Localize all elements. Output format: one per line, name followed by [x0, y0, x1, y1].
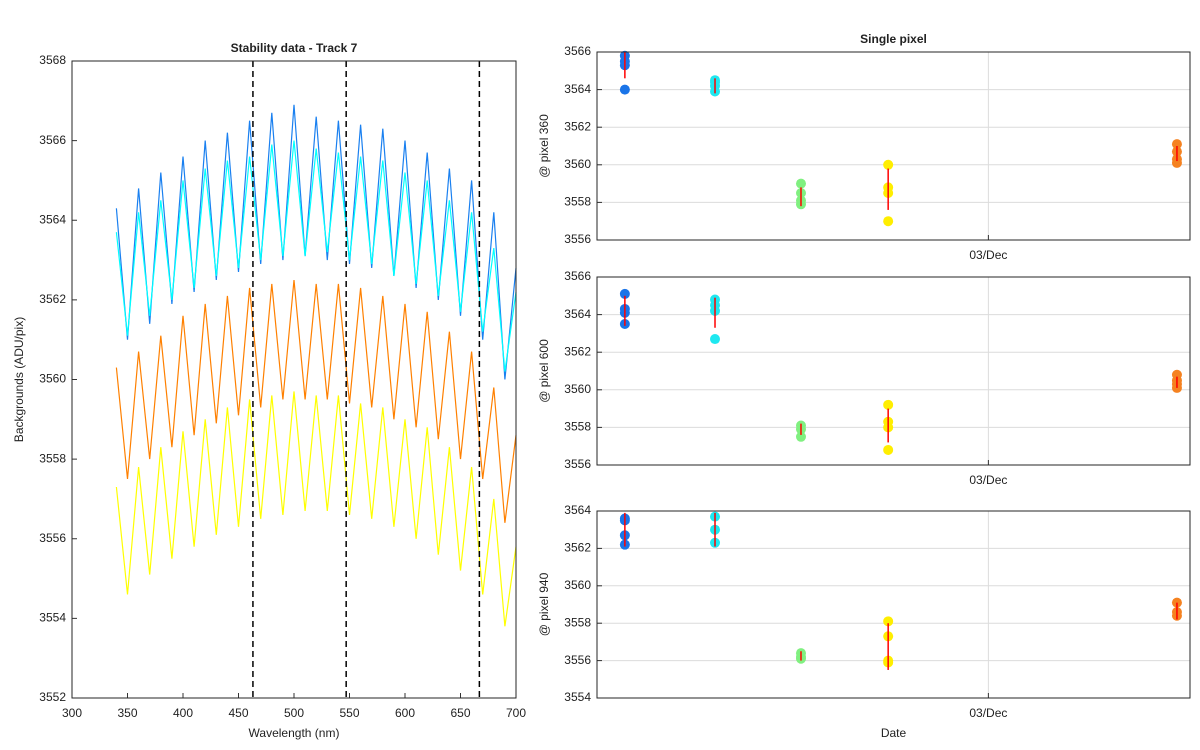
plot-area	[597, 511, 1190, 698]
spectrum-line	[115, 391, 517, 627]
y-tick-label: 3556	[564, 232, 591, 246]
x-tick-label: 03/Dec	[969, 248, 1007, 262]
chart-title: Stability data - Track 7	[231, 41, 358, 55]
data-point	[619, 84, 630, 95]
y-tick-label: 3558	[564, 420, 591, 434]
axes-frame	[71, 60, 517, 699]
y-tick-label: 3560	[564, 157, 591, 171]
y-tick-label: 3556	[564, 457, 591, 471]
y-tick-label: 3558	[39, 451, 66, 465]
y-tick-label: 3562	[564, 541, 591, 555]
data-point	[1171, 157, 1182, 168]
y-tick-label: 3554	[39, 611, 66, 625]
x-tick-label: 700	[506, 706, 526, 720]
x-tick-label: 300	[62, 706, 82, 720]
chart-title: Single pixel	[860, 32, 927, 46]
axes-frame	[596, 276, 1191, 466]
x-tick-label: 350	[117, 706, 137, 720]
data-point	[883, 616, 894, 627]
data-point	[795, 431, 806, 442]
x-tick-label: 03/Dec	[969, 706, 1007, 720]
y-tick-label: 3564	[39, 212, 66, 226]
y-tick-label: 3554	[564, 690, 591, 704]
x-tick-label: 03/Dec	[969, 473, 1007, 487]
x-tick-label: 550	[339, 706, 359, 720]
data-point	[883, 399, 894, 410]
plot-area	[72, 61, 516, 698]
data-point	[619, 288, 630, 299]
y-tick-label: 3562	[564, 119, 591, 133]
y-tick-label: 3566	[564, 269, 591, 283]
x-tick-label: 600	[395, 706, 415, 720]
y-tick-label: 3556	[564, 653, 591, 667]
y-axis-label: Backgrounds (ADU/pix)	[12, 317, 26, 442]
y-tick-label: 3564	[564, 307, 591, 321]
axes-frame	[596, 51, 1191, 241]
y-tick-label: 3564	[564, 503, 591, 517]
data-point	[883, 216, 894, 227]
plot-area	[597, 52, 1190, 240]
x-tick-label: 450	[228, 706, 248, 720]
y-tick-label: 3556	[39, 531, 66, 545]
y-tick-label: 3566	[39, 133, 66, 147]
x-axis-label: Wavelength (nm)	[249, 726, 340, 740]
y-axis-label: @ pixel 600	[537, 339, 551, 403]
y-tick-label: 3568	[39, 53, 66, 67]
y-tick-label: 3558	[564, 195, 591, 209]
data-point	[883, 444, 894, 455]
y-tick-label: 3560	[564, 578, 591, 592]
data-point	[883, 159, 894, 170]
axes-frame	[596, 510, 1191, 699]
y-tick-label: 3562	[39, 292, 66, 306]
x-tick-label: 500	[284, 706, 304, 720]
data-point	[795, 178, 806, 189]
y-tick-label: 3552	[39, 690, 66, 704]
y-axis-label: @ pixel 360	[537, 114, 551, 178]
y-tick-label: 3566	[564, 44, 591, 58]
x-tick-label: 400	[173, 706, 193, 720]
x-tick-label: 650	[450, 706, 470, 720]
spectrum-line	[115, 104, 517, 380]
data-point	[710, 334, 721, 345]
y-tick-label: 3560	[564, 382, 591, 396]
x-axis-label: Date	[881, 726, 907, 740]
data-point	[1171, 139, 1182, 150]
y-tick-label: 3560	[39, 372, 66, 386]
spectrum-line	[115, 279, 517, 523]
y-tick-label: 3562	[564, 344, 591, 358]
y-tick-label: 3564	[564, 82, 591, 96]
plot-area	[597, 277, 1190, 465]
y-tick-label: 3558	[564, 615, 591, 629]
spectrum-line	[115, 140, 517, 372]
y-axis-label: @ pixel 940	[537, 572, 551, 636]
